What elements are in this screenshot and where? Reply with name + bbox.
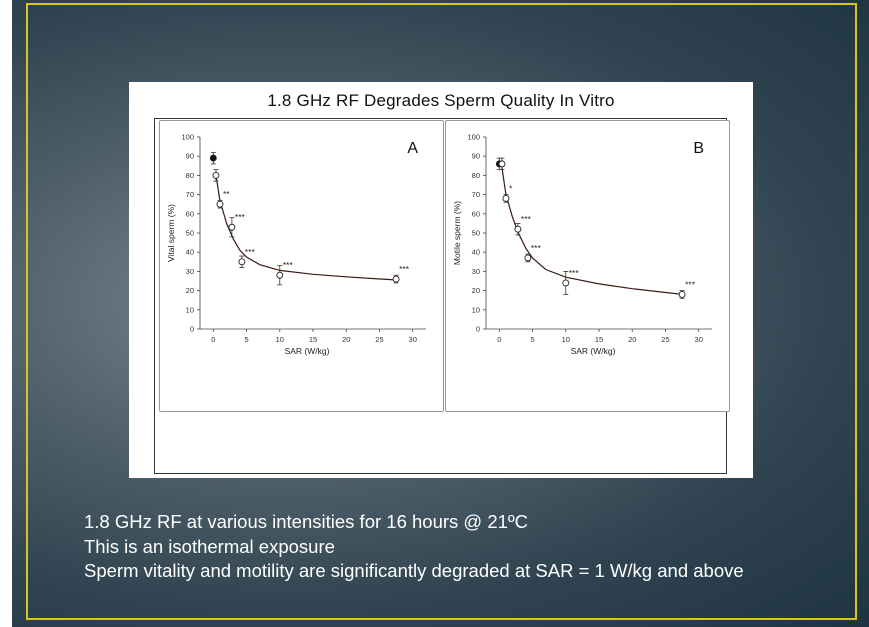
chart-b-x-tick-label: 10 [562, 335, 570, 344]
bullet-line-1: 1.8 GHz RF at various intensities for 16… [84, 511, 529, 532]
chart-a-y-tick-label: 10 [186, 305, 194, 314]
chart-a-data-point-3 [228, 223, 236, 231]
chart-b-x-tick-label: 25 [661, 335, 669, 344]
chart-a-data-point-4 [238, 258, 246, 266]
chart-b-x-tick-label: 20 [628, 335, 636, 344]
chart-b-data-point-4 [524, 254, 532, 262]
chart-a-x-tick-label: 30 [409, 335, 417, 344]
slide-frame [26, 3, 857, 620]
chart-b-y-tick-label: 10 [472, 305, 480, 314]
bullet-line-2: This is an isothermal exposure [84, 535, 335, 557]
chart-b-significance-label: *** [685, 279, 696, 289]
chart-a-x-tick-label: 15 [309, 335, 317, 344]
chart-b-data-point-6 [678, 290, 686, 298]
chart-b-y-tick-label: 0 [476, 325, 480, 334]
chart-b-y-tick-label: 60 [472, 209, 480, 218]
chart-b-fit-curve [501, 167, 683, 295]
chart-panel-a: 0 10 20 30 40 50 60 70 80 90 100 0 5 10 15 20 25 30 SAR (W… [159, 120, 444, 412]
chart-b-y-tick-label: 40 [472, 248, 480, 257]
chart-b-data-point-5 [562, 279, 570, 287]
chart-b-y-tick-label: 50 [472, 229, 480, 238]
chart-a-x-axis-label: SAR (W/kg) [285, 346, 330, 356]
chart-b-y-tick-label: 100 [467, 133, 480, 142]
chart-b-y-tick-label: 20 [472, 286, 480, 295]
chart-a-significance-label: *** [235, 212, 246, 222]
chart-a-y-axis-label: Vital sperm (%) [166, 204, 176, 262]
chart-a-x-tick-label: 20 [342, 335, 350, 344]
chart-b-significance-label: *** [531, 243, 542, 253]
chart-b-significance-label: * [509, 183, 513, 193]
chart-a-y-tick-label: 20 [186, 286, 194, 295]
chart-b-significance-label: *** [569, 268, 580, 278]
chart-a-y-tick-label: 0 [190, 325, 194, 334]
chart-a-significance-label: *** [399, 264, 410, 274]
chart-a-data-point-6 [392, 275, 400, 283]
chart-a-y-tick-label: 60 [186, 209, 194, 218]
chart-b-x-tick-label: 15 [595, 335, 603, 344]
chart-b-svg: 0 10 20 30 40 50 60 70 80 90 100 0 5 10 15 20 25 30 SAR (W… [452, 133, 712, 356]
chart-a-y-tick-label: 70 [186, 190, 194, 199]
chart-a-y-tick-label: 30 [186, 267, 194, 276]
bullet-line-3: Sperm vitality and motility are signific… [84, 560, 744, 581]
chart-a-significance-label: ** [223, 189, 230, 199]
chart-a-data-point-1 [212, 171, 220, 179]
chart-b-x-axis-label: SAR (W/kg) [571, 346, 616, 356]
chart-b-significance-label: *** [521, 214, 532, 224]
slide-background: 1.8 GHz RF Degrades Sperm Quality In Vit… [12, 0, 869, 627]
chart-panel-b: 0 10 20 30 40 50 60 70 80 90 100 0 5 10 15 20 25 30 SAR (W… [445, 120, 730, 412]
chart-a-fit-curve [215, 175, 397, 281]
bullet-list: 1.8 GHz RF at various intensities for 16… [84, 510, 744, 584]
chart-a-x-tick-label: 10 [276, 335, 284, 344]
figure-title: 1.8 GHz RF Degrades Sperm Quality In Vit… [267, 91, 615, 110]
chart-a-x-tick-label: 0 [211, 335, 215, 344]
chart-a-y-tick-label: 40 [186, 248, 194, 257]
chart-a-data-point-2 [216, 200, 224, 208]
chart-b-x-tick-label: 30 [695, 335, 703, 344]
chart-a-x-tick-label: 25 [375, 335, 383, 344]
chart-a-panel-label: A [407, 140, 418, 157]
chart-a-data-point-0 [209, 154, 217, 162]
chart-b-y-tick-label: 30 [472, 267, 480, 276]
chart-a-significance-label: *** [245, 247, 256, 257]
chart-a-svg: 0 10 20 30 40 50 60 70 80 90 100 0 5 10 15 20 25 30 SAR (W… [166, 133, 426, 356]
chart-b-y-tick-label: 80 [472, 171, 480, 180]
chart-b-x-tick-label: 5 [530, 335, 534, 344]
chart-b-data-point-3 [514, 225, 522, 233]
chart-a-y-tick-label: 100 [181, 133, 194, 142]
chart-b-panel-label: B [693, 140, 704, 157]
chart-b-data-point-2 [502, 194, 510, 202]
chart-b-y-tick-label: 70 [472, 190, 480, 199]
chart-a-y-tick-label: 90 [186, 152, 194, 161]
chart-a-x-tick-label: 5 [244, 335, 248, 344]
figure-card: 1.8 GHz RF Degrades Sperm Quality In Vit… [129, 82, 753, 478]
chart-b-data-point-1 [498, 160, 506, 168]
chart-a-data-point-5 [276, 271, 284, 279]
chart-b-x-tick-label: 0 [497, 335, 501, 344]
chart-a-significance-label: *** [283, 260, 294, 270]
chart-b-y-axis-label: Motile sperm (%) [452, 201, 462, 265]
chart-b-y-tick-label: 90 [472, 152, 480, 161]
chart-a-y-tick-label: 50 [186, 229, 194, 238]
chart-a-y-tick-label: 80 [186, 171, 194, 180]
